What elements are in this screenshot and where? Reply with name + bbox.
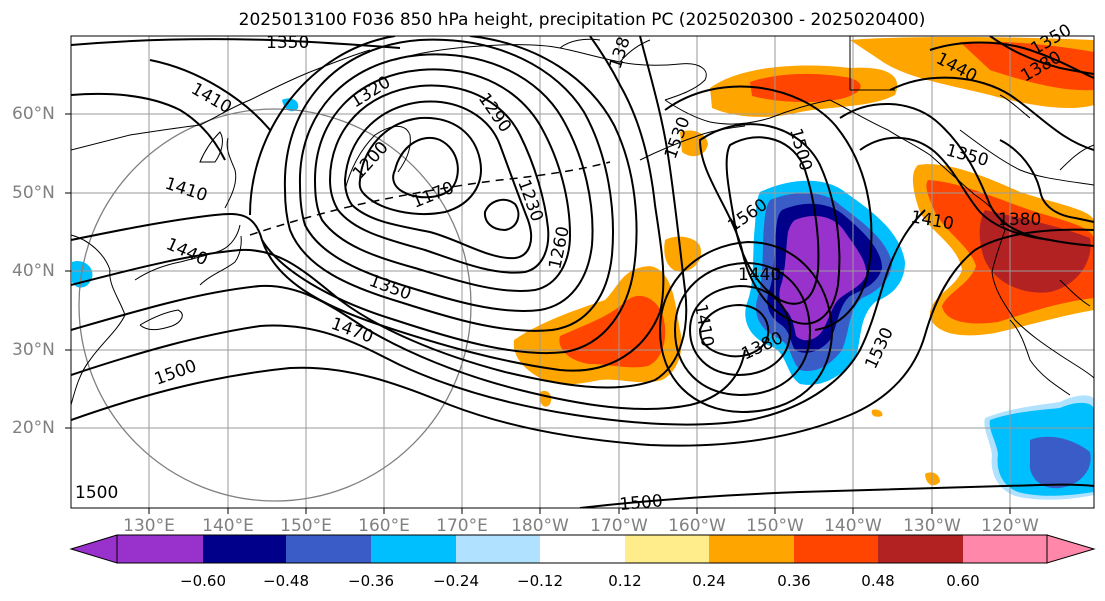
height-contours [71, 36, 1094, 508]
lon-label: 150°E [280, 516, 332, 536]
contour-label: 1500 [75, 483, 118, 503]
contour-label: 1350 [266, 33, 309, 53]
lon-label: 170°E [436, 516, 488, 536]
colorbar-tick-label: 0.12 [608, 572, 642, 590]
colorbar-tick-label: −0.12 [517, 572, 563, 590]
colorbar-segment [456, 535, 540, 563]
map-frame [70, 35, 1095, 509]
colorbar-segment [117, 535, 203, 563]
dashed-contour [249, 161, 611, 236]
colorbar-tick-label: −0.48 [263, 572, 309, 590]
colorbar-segment [709, 535, 794, 563]
colorbar-tick-label: 0.24 [692, 572, 726, 590]
lon-label: 140°E [202, 516, 254, 536]
colorbar-max-extend [1046, 534, 1096, 564]
map-background [71, 36, 1094, 508]
colorbar-tick-label: −0.60 [180, 572, 226, 590]
lon-label: 130°W [903, 516, 961, 536]
colorbar-segment [371, 535, 456, 563]
colorbar-min-extend [69, 534, 118, 564]
lon-label: 170°W [590, 516, 648, 536]
contour-label: 1380 [998, 210, 1041, 230]
colorbar-segment [286, 535, 371, 563]
colorbar-frame [116, 534, 1048, 564]
lon-label: 140°W [824, 516, 882, 536]
lon-label: 160°E [358, 516, 410, 536]
lat-label: 30°N [12, 340, 55, 360]
lat-label: 20°N [12, 418, 55, 438]
colorbar-tick-label: 0.48 [861, 572, 895, 590]
colorbar-segment [203, 535, 286, 563]
axis-ticks [65, 113, 1011, 514]
lat-label: 50°N [12, 183, 55, 203]
contour-label: 1500 [619, 491, 664, 515]
lon-label: 160°W [668, 516, 726, 536]
colorbar-segment [625, 535, 709, 563]
contour-label: 1440 [738, 265, 781, 285]
lat-label: 40°N [12, 261, 55, 281]
colorbar-tick-label: −0.24 [433, 572, 479, 590]
lon-label: 130°E [123, 516, 175, 536]
colorbar-tick-label: −0.36 [348, 572, 394, 590]
map-title: 2025013100 F036 850 hPa height, precipit… [238, 10, 926, 30]
colorbar-tick-label: 0.36 [777, 572, 811, 590]
graticule [71, 36, 1094, 508]
colorbar-segment [963, 535, 1047, 563]
colorbar-segment [878, 535, 963, 563]
lon-label: 180°W [511, 516, 569, 536]
colorbar-tick-label: 0.60 [946, 572, 980, 590]
lon-label: 150°W [746, 516, 804, 536]
lon-label: 120°W [981, 516, 1039, 536]
colorbar-segment [794, 535, 878, 563]
lat-label: 60°N [12, 104, 55, 124]
coastlines [71, 36, 1094, 406]
colorbar [69, 534, 1096, 564]
colorbar-segment [540, 535, 625, 563]
